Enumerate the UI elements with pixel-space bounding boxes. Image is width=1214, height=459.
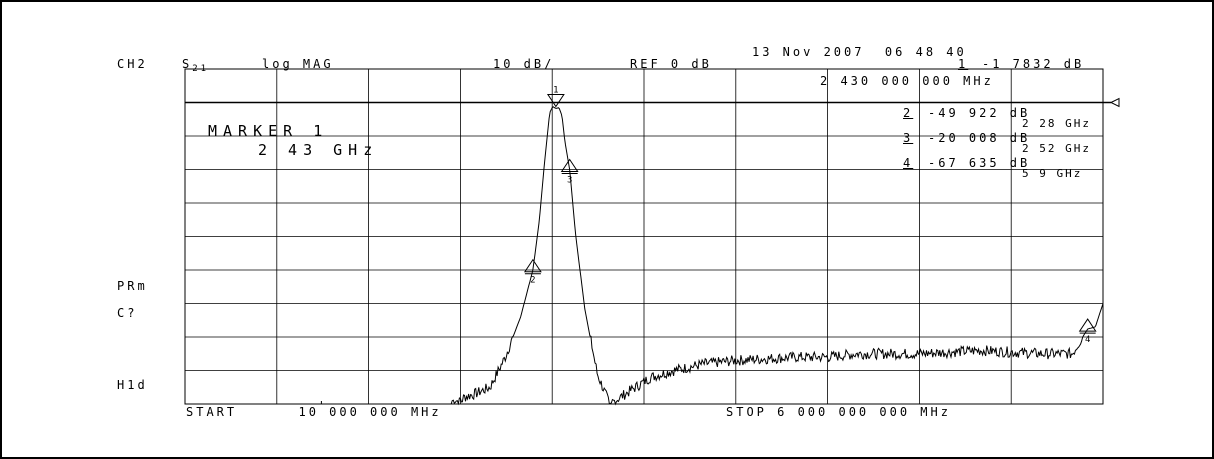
active-marker-value: -1 7832 dB: [982, 57, 1085, 71]
reference-label: REF 0 dB: [630, 57, 712, 71]
markers: 1 2 3 4: [523, 85, 1097, 345]
marker-3-number-label: 3: [567, 176, 572, 186]
format-label: log MAG: [262, 57, 334, 71]
marker-1-number-label: 1: [553, 85, 558, 95]
marker-3-symbol: [560, 158, 579, 173]
marker-2-symbol: [523, 258, 542, 273]
stop-frequency: STOP 6 000 000 000 MHz: [726, 405, 951, 419]
marker-4-symbol: [1078, 318, 1097, 332]
marker-2-value: -49 922 dB: [928, 106, 1031, 120]
annotation-hld: H1d: [117, 378, 148, 392]
active-marker-number: 1: [958, 57, 969, 71]
marker-4-freq: 5 9 GHz: [1022, 167, 1083, 180]
parameter-name: S: [182, 57, 193, 71]
marker-2-number: 2: [903, 106, 914, 120]
s21-trace: [185, 106, 1104, 406]
reference-pointer: [1109, 97, 1120, 108]
marker-1-symbol: [546, 93, 565, 108]
parameter-subscript: 21: [192, 64, 210, 74]
marker-2-freq: 2 28 GHz: [1022, 117, 1091, 130]
marker-3-freq: 2 52 GHz: [1022, 142, 1091, 155]
active-marker-stimulus: 2 430 000 000 MHz: [820, 74, 994, 88]
marker-4-number: 4: [903, 156, 914, 170]
datetime-label: 13 Nov 2007 06 48 40: [752, 45, 967, 59]
marker-readout-title: MARKER 1: [208, 122, 329, 140]
start-frequency: START 10 000 000 MHz: [186, 405, 442, 419]
marker-2-number-label: 2: [530, 276, 535, 286]
marker-3-number: 3: [903, 131, 914, 145]
annotation-c: C?: [117, 306, 138, 320]
parameter-label: S21: [182, 57, 210, 74]
marker-4-value: -67 635 dB: [928, 156, 1031, 170]
marker-4-number-label: 4: [1085, 335, 1090, 345]
channel-label: CH2: [117, 57, 148, 71]
annotation-prm: PRm: [117, 279, 148, 293]
marker-3-value: -20 008 dB: [928, 131, 1031, 145]
marker-readout-freq: 2 43 GHz: [258, 141, 379, 159]
scale-label: 10 dB/: [493, 57, 555, 71]
